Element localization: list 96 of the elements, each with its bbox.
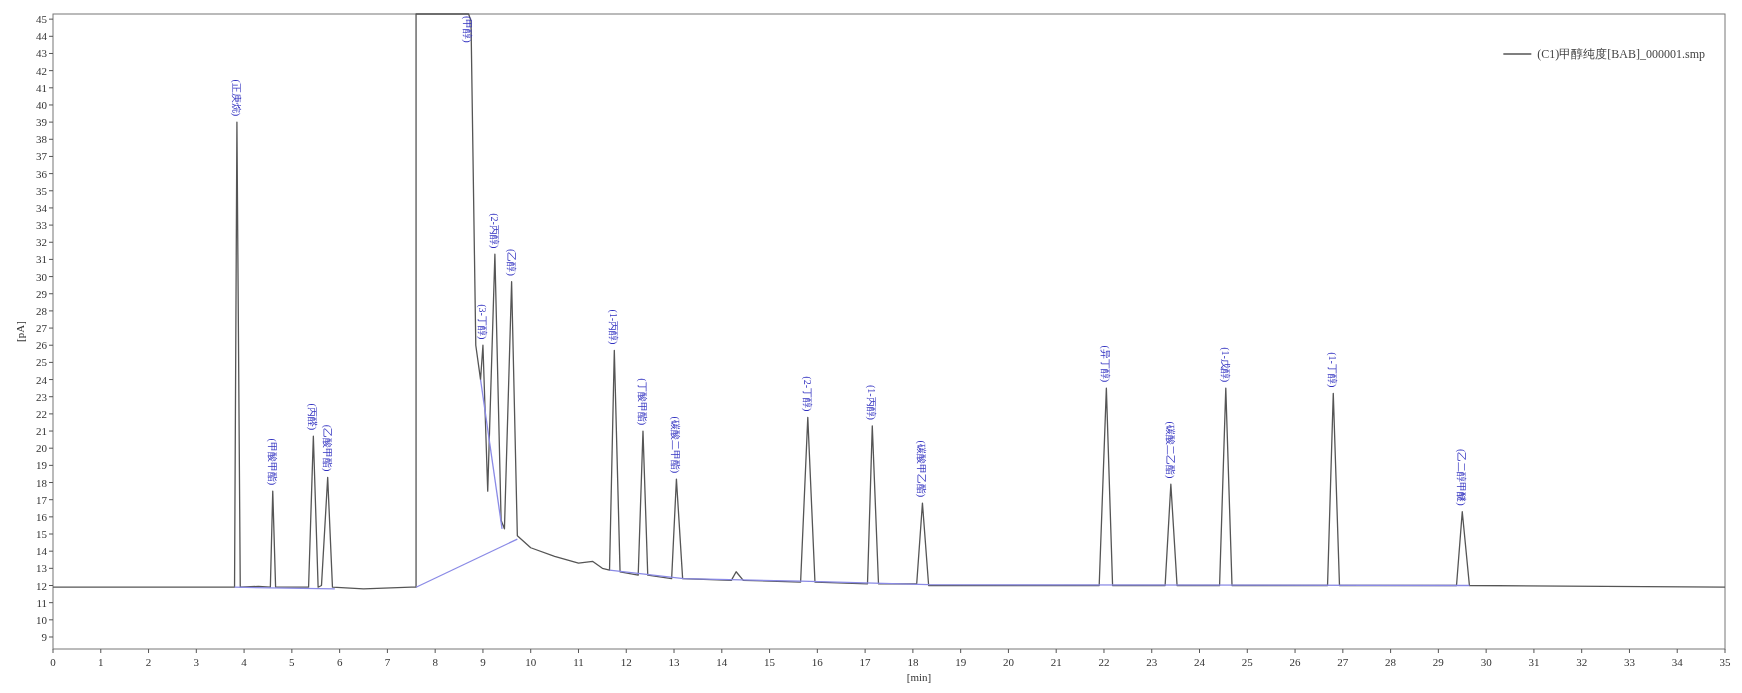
x-tick-label: 19: [955, 656, 967, 668]
y-tick-label: 27: [36, 322, 48, 335]
y-tick-label: 20: [36, 442, 48, 455]
x-tick-label: 6: [336, 656, 343, 668]
x-tick-label: 33: [1623, 656, 1636, 668]
x-tick-label: 25: [1241, 656, 1254, 668]
x-tick-label: 32: [1576, 656, 1588, 668]
y-tick-label: 18: [36, 476, 48, 489]
x-tick-label: 18: [907, 656, 919, 668]
y-tick-label: 38: [36, 133, 48, 146]
annotation: (甲醇): [460, 16, 473, 43]
y-tick-label: 21: [36, 425, 47, 438]
annotation: (1-戊醇): [1218, 347, 1231, 383]
x-tick-label: 20: [1002, 656, 1015, 668]
y-tick-label: 17: [36, 493, 48, 506]
y-tick-label: 28: [36, 304, 48, 317]
annotation: (正庚烷): [229, 79, 242, 117]
annotation: (乙醇): [504, 249, 517, 276]
y-tick-label: 36: [36, 167, 48, 180]
x-tick-label: 3: [193, 656, 200, 668]
annotation: (2-丁醇): [800, 376, 813, 412]
y-tick-label: 43: [36, 47, 48, 60]
annotation: (碳酸二乙酯): [1163, 421, 1176, 479]
y-tick-label: 22: [36, 407, 47, 420]
x-tick-label: 31: [1528, 656, 1540, 668]
x-tick-label: 12: [620, 656, 632, 668]
annotation: (丙醛): [306, 403, 319, 431]
y-tick-label: 33: [36, 219, 48, 232]
x-tick-label: 0: [50, 656, 57, 668]
y-tick-label: 31: [36, 253, 47, 266]
y-tick-label: 25: [36, 356, 48, 369]
legend-label: (C1)甲醇纯度[BAB]_000001.smp: [1537, 47, 1705, 61]
annotation: (1-丙醇): [607, 309, 620, 345]
y-tick-label: 24: [36, 373, 48, 386]
y-tick-label: 35: [36, 184, 48, 197]
x-tick-label: 13: [668, 656, 681, 668]
y-tick-label: 37: [36, 150, 48, 163]
y-tick-label: 26: [36, 339, 48, 352]
x-tick-label: 17: [859, 656, 872, 668]
y-tick-label: 12: [36, 579, 47, 592]
x-tick-label: 26: [1289, 656, 1302, 668]
x-tick-label: 28: [1385, 656, 1397, 668]
y-tick-label: 30: [36, 270, 48, 283]
x-tick-label: 16: [811, 656, 824, 668]
y-tick-label: 34: [36, 201, 48, 214]
x-tick-label: 29: [1432, 656, 1445, 668]
annotation: (丁酸甲酯): [635, 378, 648, 426]
annotation: (碳酸二甲酯): [669, 416, 682, 474]
annotation: (甲酸甲酯): [265, 438, 278, 486]
y-tick-label: 16: [36, 510, 48, 523]
annotation: (乙二醇甲醚): [1455, 449, 1468, 506]
annotation: (2-丙醇): [487, 213, 500, 249]
annotation: (碳酸甲乙酯): [915, 440, 928, 498]
x-tick-label: 5: [289, 656, 296, 668]
annotation: (异丁醇): [1099, 345, 1112, 383]
y-tick-label: 44: [36, 30, 48, 43]
y-tick-label: 14: [36, 545, 48, 558]
x-tick-label: 21: [1050, 656, 1062, 668]
y-tick-label: 39: [36, 116, 48, 129]
x-tick-label: 14: [716, 656, 728, 668]
annotation: (1-丁醇): [1326, 352, 1339, 388]
y-tick-label: 19: [36, 459, 48, 472]
x-tick-label: 15: [764, 656, 776, 668]
y-tick-label: 45: [36, 13, 48, 26]
x-tick-label: 24: [1194, 656, 1206, 668]
y-tick-label: 40: [36, 98, 48, 111]
x-tick-label: 2: [145, 656, 152, 668]
x-tick-label: 35: [1719, 656, 1731, 668]
x-tick-label: 10: [525, 656, 537, 668]
y-tick-label: 10: [36, 613, 48, 626]
y-tick-label: 15: [36, 528, 48, 541]
x-tick-label: 23: [1146, 656, 1158, 668]
x-tick-label: 9: [480, 656, 487, 668]
x-tick-label: 11: [573, 656, 584, 668]
x-tick-label: 34: [1671, 656, 1684, 668]
y-tick-label: 42: [36, 64, 47, 77]
y-axis-title: [pA]: [14, 321, 26, 342]
x-tick-label: 27: [1337, 656, 1349, 668]
x-tick-label: 4: [241, 656, 248, 668]
annotation: (乙酸甲酯): [320, 424, 333, 472]
x-tick-label: 1: [98, 656, 104, 668]
y-tick-label: 23: [36, 390, 48, 403]
x-tick-label: 22: [1098, 656, 1110, 668]
legend: (C1)甲醇纯度[BAB]_000001.smp: [1502, 47, 1705, 61]
x-tick-label: 8: [432, 656, 439, 668]
y-tick-label: 32: [36, 236, 47, 249]
annotation: (1-丙醇): [865, 384, 878, 420]
y-tick-label: 9: [41, 630, 48, 643]
x-axis-title: [min]: [906, 671, 932, 683]
x-tick-label: 7: [384, 656, 391, 668]
y-tick-label: 41: [36, 81, 47, 94]
y-tick-label: 29: [36, 287, 48, 300]
y-tick-label: 11: [36, 596, 47, 609]
y-tick-label: 13: [36, 562, 48, 575]
x-tick-label: 30: [1480, 656, 1493, 668]
annotation: (3-丁醇): [475, 304, 488, 340]
